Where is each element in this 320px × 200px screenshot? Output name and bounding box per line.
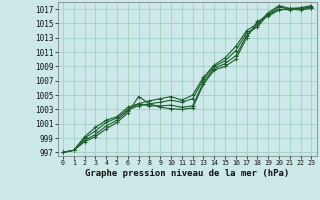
X-axis label: Graphe pression niveau de la mer (hPa): Graphe pression niveau de la mer (hPa) bbox=[85, 169, 289, 178]
